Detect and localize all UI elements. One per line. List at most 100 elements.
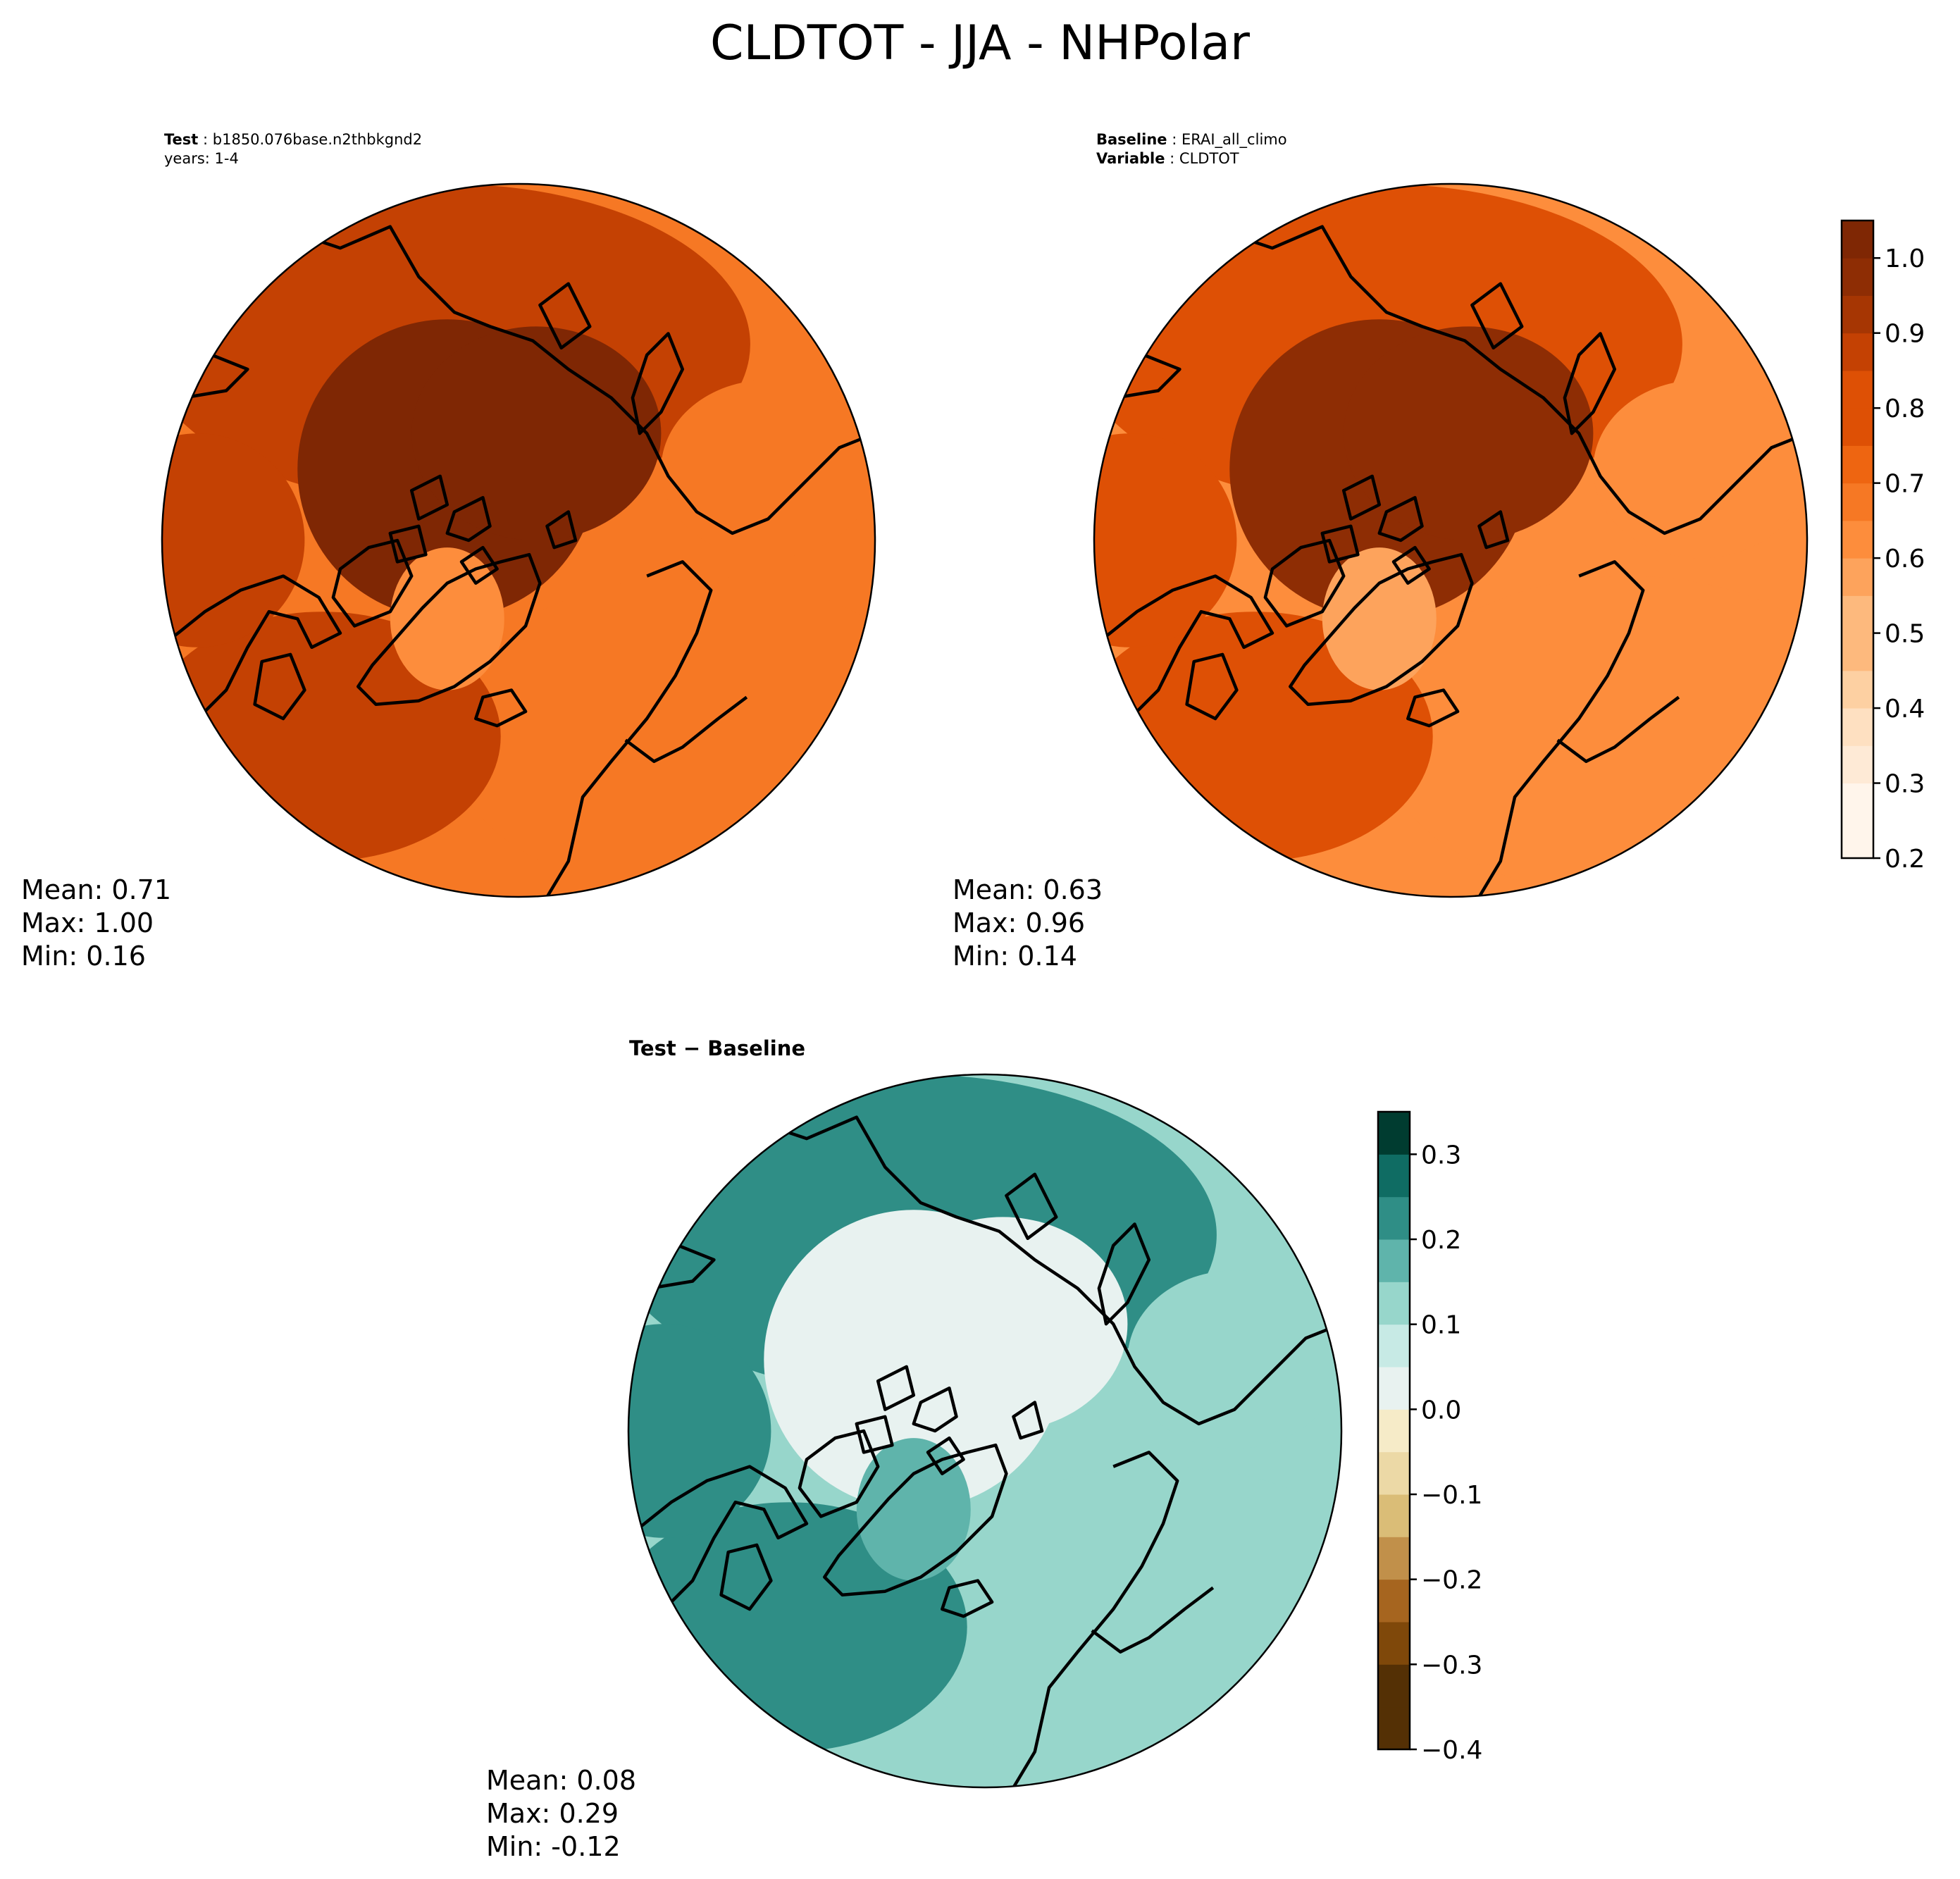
colorbar-band (1842, 670, 1873, 709)
coastline-archipelago1 (912, 1387, 958, 1433)
colorbar-band (1378, 1664, 1410, 1708)
colorbar-band (1842, 595, 1873, 634)
colorbar-band (1842, 708, 1873, 746)
colorbar-frame (1377, 1110, 1411, 1751)
colorbar-band (1842, 295, 1873, 334)
colorbar-band (1378, 1239, 1410, 1282)
diff-stat-max: Max: 0.29 (486, 1798, 619, 1829)
coastline-archipelago3 (855, 1415, 894, 1454)
panel-test: Test : b1850.076base.n2thbkgnd2 years: 1… (21, 131, 876, 972)
colorbar-tick-label: 0.6 (1885, 545, 1925, 573)
diff-stat-mean: Mean: 0.08 (486, 1765, 636, 1796)
colorbar-tick-label: 0.9 (1885, 320, 1925, 349)
coastline-archipelago1 (445, 496, 492, 542)
test-stat-min: Min: 0.16 (21, 941, 146, 972)
colorbar-band (1842, 820, 1873, 859)
diff-header: Test − Baseline (629, 1036, 805, 1060)
baseline-stat-max: Max: 0.96 (953, 907, 1085, 938)
diff-stat-min: Min: -0.12 (486, 1831, 621, 1862)
colorbar-band (1842, 745, 1873, 784)
figure-title: CLDTOT - JJA - NHPolar (710, 15, 1250, 71)
test-header-line1: Test : b1850.076base.n2thbkgnd2 (164, 131, 422, 148)
panel-difference: Test − Baseline Mean: 0.08 Max: 0.29 Min… (486, 1036, 1343, 1862)
colorbar-band (1842, 370, 1873, 409)
field-contour-7 (1127, 1270, 1341, 1449)
colorbar-band (1842, 783, 1873, 821)
colorbar-band (1842, 558, 1873, 596)
coastline-novaya (1563, 332, 1617, 435)
colorbar-tick-label: 0.2 (1885, 845, 1925, 874)
colorbar-band (1378, 1409, 1410, 1453)
coastline-archipelago2 (409, 474, 449, 521)
coastline-hudson (719, 1543, 773, 1611)
field-contour-8 (1094, 433, 1237, 647)
test-map (162, 184, 875, 897)
colorbar-band (1378, 1706, 1410, 1750)
coastline-archipelago2 (876, 1365, 916, 1411)
panel-baseline: Baseline : ERAI_all_climo Variable : CLD… (953, 131, 1809, 972)
field-contour-5 (411, 326, 662, 540)
coastline-greenland (356, 552, 542, 707)
baseline-map-boundary (1093, 182, 1809, 898)
colorbar-tick-label: 1.0 (1885, 244, 1925, 273)
colorbar-tick-label: 0.1 (1421, 1311, 1461, 1340)
test-header-line2: years: 1-4 (164, 150, 239, 167)
coastline-scandinavia (545, 560, 713, 897)
field-contour-8 (628, 1324, 771, 1538)
coastline-siberia (763, 1115, 1341, 1426)
coastline-northamerica (1094, 574, 1274, 742)
colorbar-tick-label: 0.0 (1421, 1396, 1461, 1425)
colorbar-tick-label: 0.3 (1885, 770, 1925, 799)
baseline-stat-mean: Mean: 0.63 (953, 874, 1103, 905)
colorbar-tick-label: −0.2 (1421, 1566, 1482, 1595)
colorbar-frame (1840, 219, 1875, 860)
coastline-scandinavia (1012, 1451, 1179, 1787)
baseline-coastlines (1094, 225, 1807, 897)
colorbar-band (1378, 1282, 1410, 1325)
colorbar-band (1378, 1324, 1410, 1368)
field-contour-7 (1593, 380, 1807, 559)
test-map-boundary (161, 182, 876, 898)
coastline-severnaya (1005, 1172, 1058, 1241)
colorbar-tick-label: −0.4 (1421, 1736, 1482, 1765)
field-contour-7 (661, 380, 875, 559)
colorbar-band (1378, 1112, 1410, 1155)
coastline-iceland (1406, 688, 1460, 728)
colorbar-band (1378, 1154, 1410, 1198)
colorbar-tick-label: 0.5 (1885, 620, 1925, 649)
coastline-archipelago4 (1391, 545, 1431, 585)
field-contour-8 (162, 433, 305, 647)
colorbar-band (1378, 1579, 1410, 1623)
colorbar-top: 0.2 0.3 0.4 0.5 0.6 0.7 0.8 0.9 1.0 (1840, 219, 1925, 874)
baseline-stat-min: Min: 0.14 (953, 941, 1077, 972)
coastline-novaya (631, 332, 685, 435)
coastline-baffin (798, 1429, 880, 1518)
colorbar-tick-label: 0.7 (1885, 470, 1925, 499)
colorbar-band (1378, 1622, 1410, 1665)
test-stat-max: Max: 1.00 (21, 907, 154, 938)
colorbar-tick-label: 0.4 (1885, 695, 1925, 724)
coastline-europe2 (1091, 1586, 1215, 1654)
colorbar-band (1842, 445, 1873, 484)
coastline-greenland (823, 1443, 1008, 1597)
coastline-iceland (941, 1579, 994, 1618)
coastline-archipelago2 (1341, 474, 1382, 521)
colorbar-tick-label: −0.3 (1421, 1651, 1482, 1680)
test-coastlines (162, 225, 875, 897)
colorbar-band (1378, 1494, 1410, 1537)
coastline-archipelago1 (1377, 496, 1424, 542)
coastline-archipelago3 (1320, 524, 1360, 564)
colorbar-tick-label: −0.1 (1421, 1481, 1482, 1510)
colorbar-tick-label: 0.2 (1421, 1226, 1461, 1255)
coastline-svalbard (545, 510, 578, 550)
baseline-header-line1: Baseline : ERAI_all_climo (1096, 131, 1287, 149)
coastline-baffin (331, 538, 414, 628)
colorbar-band (1842, 408, 1873, 446)
coastline-siberia (297, 225, 875, 535)
diff-map (628, 1074, 1341, 1787)
field-contour-5 (878, 1217, 1128, 1431)
coastline-northamerica (162, 574, 342, 742)
coastline-hudson (1185, 652, 1239, 721)
field-contour-5 (1344, 326, 1594, 540)
